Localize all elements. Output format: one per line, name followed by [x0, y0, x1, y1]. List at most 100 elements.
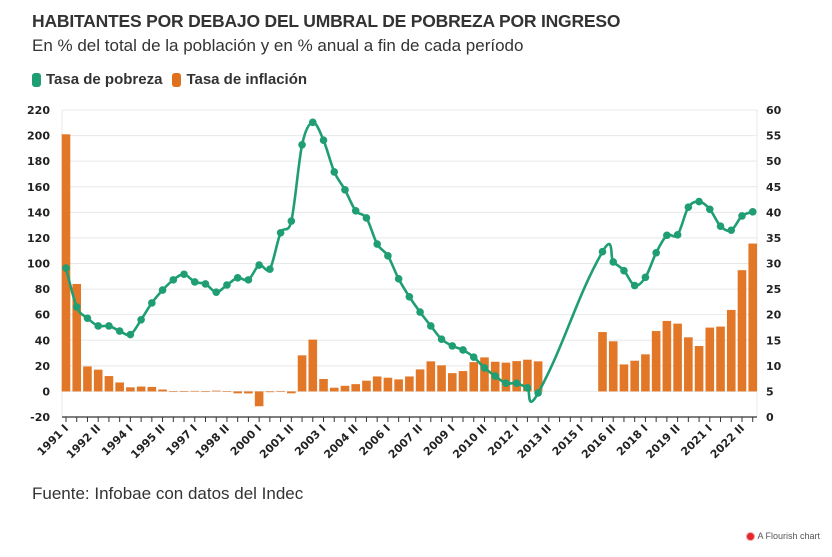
inflation-bar — [169, 391, 178, 393]
chart-subtitle: En % del total de la población y en % an… — [32, 36, 524, 55]
inflation-bar — [351, 384, 361, 392]
left-tick-label: 60 — [35, 309, 51, 322]
inflation-bar — [662, 320, 672, 392]
poverty-point — [126, 330, 135, 339]
poverty-point — [244, 276, 253, 284]
inflation-bar — [362, 380, 371, 392]
inflation-bar — [737, 270, 747, 392]
poverty-point — [663, 231, 671, 240]
inflation-bar — [287, 391, 296, 394]
x-tick-label: 2013 II — [515, 422, 554, 461]
flourish-credit-label: A Flourish chart — [757, 531, 820, 541]
poverty-point — [115, 327, 124, 335]
poverty-point — [641, 273, 650, 282]
poverty-point — [255, 261, 263, 269]
inflation-bar — [201, 391, 210, 393]
right-tick-label: 45 — [766, 181, 781, 194]
right-tick-label: 60 — [766, 104, 782, 117]
left-tick-label: 20 — [35, 360, 51, 373]
inflation-bar — [641, 354, 650, 392]
poverty-point — [94, 322, 102, 330]
legend-label-pobreza: Tasa de pobreza — [46, 71, 163, 88]
poverty-point — [83, 314, 92, 323]
left-tick-label: 140 — [27, 206, 50, 219]
inflation-bar — [329, 387, 339, 392]
inflation-bar — [297, 355, 307, 392]
poverty-point — [673, 231, 682, 239]
poverty-point — [394, 275, 403, 283]
poverty-point — [233, 274, 242, 282]
poverty-point — [738, 212, 746, 220]
poverty-point — [223, 281, 231, 289]
inflation-bars — [61, 134, 758, 407]
poverty-point — [727, 226, 736, 235]
poverty-point — [287, 217, 296, 225]
poverty-point — [298, 140, 306, 149]
poverty-point — [684, 203, 693, 212]
poverty-point — [437, 335, 446, 344]
inflation-bar — [716, 326, 725, 392]
poverty-point — [416, 308, 424, 316]
right-axis-ticks: 0 5 10 15 20 25 30 35 40 45 50 55 60 — [766, 104, 782, 424]
inflation-bar — [233, 391, 242, 394]
inflation-bar — [147, 386, 157, 392]
left-tick-label: 40 — [35, 334, 51, 347]
inflation-bar — [694, 346, 704, 392]
poverty-point — [716, 222, 725, 230]
inflation-bar — [136, 386, 146, 392]
source-note: Fuente: Infobae con datos del Indec — [32, 484, 304, 503]
poverty-point — [695, 197, 703, 206]
poverty-point — [362, 214, 371, 222]
inflation-bar — [501, 362, 511, 392]
poverty-point — [148, 299, 156, 307]
legend-swatch-pobreza — [32, 72, 41, 87]
left-tick-label: -20 — [30, 411, 50, 424]
inflation-bar — [83, 366, 92, 392]
legend-swatch-inflacion — [172, 72, 182, 87]
poverty-point — [469, 353, 478, 361]
right-tick-label: 35 — [766, 232, 781, 245]
inflation-bar — [705, 327, 715, 392]
legend-item-inflacion[interactable]: Tasa de inflación — [172, 71, 307, 88]
inflation-bar — [512, 361, 521, 392]
right-tick-label: 55 — [766, 130, 781, 143]
poverty-point — [341, 186, 349, 194]
inflation-bar — [447, 373, 457, 392]
poverty-point — [266, 265, 274, 273]
inflation-bar — [211, 390, 221, 392]
chart-plot: -20 0 20 40 60 80 100 120 140 160 180 200 220 0 5 10 15… — [27, 104, 782, 461]
poverty-point — [180, 270, 188, 279]
poverty-point — [373, 240, 381, 248]
poverty-point — [105, 322, 113, 330]
poverty-point — [319, 136, 328, 144]
x-tick-label: 1995 II — [128, 422, 167, 461]
legend-item-pobreza[interactable]: Tasa de pobreza — [32, 71, 162, 88]
inflation-bar — [748, 243, 758, 392]
left-tick-label: 200 — [27, 130, 50, 143]
poverty-point — [630, 281, 639, 290]
left-tick-label: 0 — [42, 385, 50, 398]
poverty-line — [62, 118, 757, 403]
inflation-bar — [394, 379, 403, 392]
x-tick-label: 2010 II — [450, 422, 489, 461]
poverty-point — [308, 118, 317, 127]
x-tick-label: 2016 II — [579, 422, 618, 461]
poverty-point — [351, 206, 360, 215]
poverty-point — [512, 379, 521, 388]
right-tick-label: 50 — [766, 155, 782, 168]
poverty-point — [598, 247, 607, 256]
flourish-credit[interactable]: A Flourish chart — [747, 531, 820, 541]
poverty-point — [158, 286, 167, 294]
left-axis-ticks: -20 0 20 40 60 80 100 120 140 160 180 200 220 — [27, 104, 50, 424]
inflation-bar — [372, 376, 382, 392]
inflation-bar — [190, 390, 200, 392]
poverty-point — [384, 252, 392, 260]
right-tick-label: 25 — [766, 283, 781, 296]
poverty-point — [137, 315, 145, 324]
inflation-bar — [383, 377, 393, 392]
poverty-point — [169, 276, 178, 284]
inflation-bar — [469, 362, 479, 392]
inflation-bar — [598, 332, 607, 392]
right-tick-label: 40 — [766, 206, 782, 219]
inflation-bar — [458, 371, 468, 392]
